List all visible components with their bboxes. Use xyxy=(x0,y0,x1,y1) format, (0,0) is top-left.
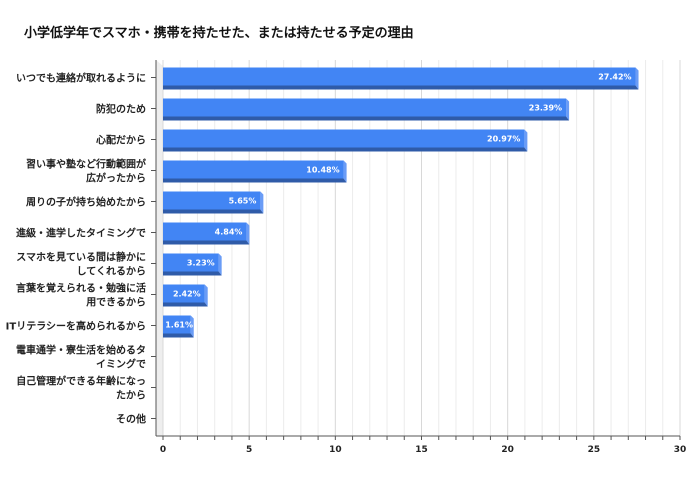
data-label: 1.61% xyxy=(165,321,193,330)
bar-side xyxy=(635,67,639,90)
x-tick-label: 10 xyxy=(329,445,342,455)
bar xyxy=(163,160,344,179)
bar-bottom xyxy=(163,302,208,307)
bar-side xyxy=(260,191,264,214)
bar-side xyxy=(218,253,222,276)
data-label: 3.23% xyxy=(187,259,215,268)
bar-side xyxy=(190,315,194,338)
bar-bottom xyxy=(163,271,222,276)
bar-bottom xyxy=(163,240,250,245)
bar-side xyxy=(566,98,570,121)
data-label: 27.42% xyxy=(598,73,631,82)
category-label: 習い事や塾など行動範囲が広がったから xyxy=(26,158,147,185)
bar xyxy=(163,129,525,148)
chart-title: 小学低学年でスマホ・携帯を持たせた、または持たせる予定の理由 xyxy=(24,26,414,41)
bar xyxy=(163,98,567,117)
category-label: 自己管理ができる年齢になったから xyxy=(16,375,146,402)
category-label: いつでも連絡が取れるように xyxy=(16,72,146,85)
data-label: 20.97% xyxy=(487,135,520,144)
data-label: 10.48% xyxy=(306,166,339,175)
category-label: 周りの子が持ち始めたから xyxy=(26,196,146,209)
bar xyxy=(163,315,191,334)
bar-bottom xyxy=(163,209,264,214)
data-label: 23.39% xyxy=(529,104,562,113)
x-tick-label: 25 xyxy=(588,445,601,455)
category-label: 言葉を覚えられる・勉強に活用できるから xyxy=(16,282,146,309)
x-tick-label: 20 xyxy=(501,445,514,455)
plot-floor xyxy=(156,60,163,436)
category-label: 電車通学・寮生活を始めるタイミングで xyxy=(16,344,146,371)
category-label: 進級・進学したタイミングで xyxy=(16,227,146,240)
bar xyxy=(163,191,261,210)
x-tick-label: 5 xyxy=(246,445,252,455)
bar-bottom xyxy=(163,333,194,338)
category-label: 心配だから xyxy=(96,135,146,147)
bar-side xyxy=(246,222,250,245)
category-label: スマホを見ている間は静かにしてくれるから xyxy=(16,251,146,278)
data-label: 2.42% xyxy=(173,290,201,299)
bar-side xyxy=(343,160,347,183)
x-tick-label: 15 xyxy=(415,445,428,455)
bar xyxy=(163,253,219,272)
bar-side xyxy=(204,284,208,307)
data-label: 4.84% xyxy=(215,228,243,237)
bar xyxy=(163,222,247,241)
category-label: ITリテラシーを高められるから xyxy=(6,320,146,333)
category-label: 防犯のため xyxy=(96,103,146,116)
bar xyxy=(163,67,636,86)
bar-bottom xyxy=(163,116,570,121)
x-tick-label: 30 xyxy=(674,445,687,455)
x-tick-label: 0 xyxy=(160,445,166,455)
data-label: 5.65% xyxy=(229,197,257,206)
bar-bottom xyxy=(163,85,639,90)
bar-bottom xyxy=(163,147,528,152)
bar-side xyxy=(524,129,528,152)
bar-bottom xyxy=(163,178,347,183)
category-label: その他 xyxy=(116,413,146,426)
bar xyxy=(163,284,205,303)
